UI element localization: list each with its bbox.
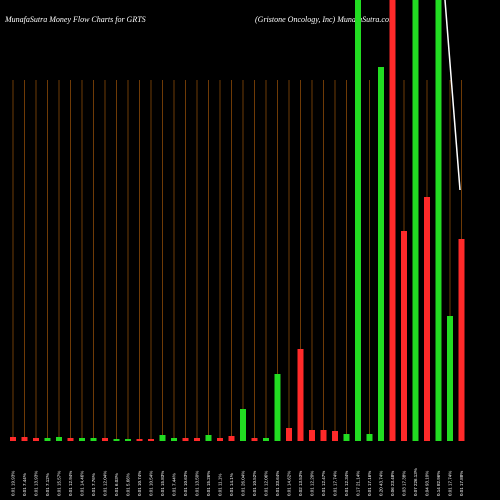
bar [182,438,189,441]
chart-title: MunafaSutra Money Flow Charts for GRTS [4,15,146,24]
bar [297,349,304,441]
x-tick-label: 0.01 15.26% [206,471,211,496]
x-tick-label: 0.01 17.74% [448,471,453,496]
x-tick-label: 0.17 21.14% [356,471,361,496]
x-tick-label: 0.01 19.93% [11,471,16,496]
bar [44,438,51,441]
x-tick-label: 0.01 12.06% [264,471,269,496]
x-tick-label: 0.02 13.53% [298,471,303,496]
bar [148,439,154,441]
bar [332,431,338,441]
bar [401,231,407,441]
bar [171,438,177,441]
bar [366,434,373,441]
x-tick-label: 0.01 26.04% [241,471,246,496]
x-tick-label: 0.01 10.63% [183,471,188,496]
x-tick-label: 0.01 17.88% [459,471,464,496]
bar [194,438,200,441]
x-tick-label: 0.01 12.34% [344,471,349,496]
x-tick-label: 0.01 33.64% [275,471,280,496]
price-line [444,0,461,191]
x-tick-label: 0.20 43.74% [379,471,384,496]
chart-subtitle: (Gristone Oncology, Inc) MunafaSutra.com [255,15,395,24]
bar [355,0,361,441]
bar [286,428,292,441]
bar [159,435,166,441]
x-tick-label: 0.06 23.48% [390,471,395,496]
x-tick-label: 0.04 93.10% [425,471,430,496]
x-tick-label: 0.14 82.96% [436,471,441,496]
bar [113,439,120,441]
bar [263,438,269,441]
bar [274,374,281,441]
bar [228,436,235,441]
x-tick-label: 0.01 13.93% [34,471,39,496]
x-tick-label: 0.01 7.44% [22,473,27,496]
x-tick-label: 0.01 5.66% [126,473,131,496]
bar [424,197,430,441]
bar [90,438,97,441]
x-tick-label: 0.01 7.44% [172,473,177,496]
bars [10,0,465,441]
x-tick-label: 0.01 12.47% [321,471,326,496]
x-tick-label: 0.01 10.52% [252,471,257,496]
bar [309,430,315,441]
bar [435,0,442,441]
bar [458,239,465,441]
x-tick-label: 0.01 14.46% [80,471,85,496]
x-tick-label: 0.01 14.62% [287,471,292,496]
bar [33,438,39,441]
bar [217,438,223,441]
bar [79,438,85,441]
x-tick-label: 0.01 7.76% [91,473,96,496]
x-tick-label: 0.01 6.03% [114,473,119,496]
bar [102,438,108,441]
x-tick-label: 0.01 14.1% [229,473,234,496]
bar [21,437,28,441]
x-labels: 0.01 19.93% 0.01 7.44% 0.01 13.93% 0.01 7.1… [11,468,465,496]
x-tick-label: 0.07 226.13% [413,468,418,496]
bar [320,430,327,441]
bar [412,0,419,441]
x-tick-label: 0.01 10.54% [149,471,154,496]
bar [125,439,131,441]
x-tick-label: 0.01 7.12% [45,473,50,496]
x-tick-label: 0.03 17.38% [402,471,407,496]
x-tick-label: 0.01 12.94% [68,471,73,496]
x-tick-label: 0.01 15.57% [57,471,62,496]
bar [389,0,396,441]
bar [205,435,212,441]
x-tick-label: 0.01 15.83% [160,471,165,496]
x-tick-label: 0.01 11.1% [218,474,223,496]
bar [343,434,350,441]
bar [136,439,143,441]
x-tick-label: 0.01 17.16% [367,471,372,496]
x-tick-label: 0.01 17.74% [333,471,338,496]
x-tick-label: 0.01 12.20% [310,471,315,496]
bar [240,409,246,441]
bar [251,438,258,441]
x-tick-label: 0.01 13.50% [195,471,200,496]
x-tick-label: 0.01 12.04% [103,471,108,496]
x-tick-label: 0.01 10.74% [137,471,142,496]
bar [378,67,384,441]
bar [56,437,62,441]
bar [447,316,453,441]
bar [67,438,74,441]
bar [10,437,16,441]
